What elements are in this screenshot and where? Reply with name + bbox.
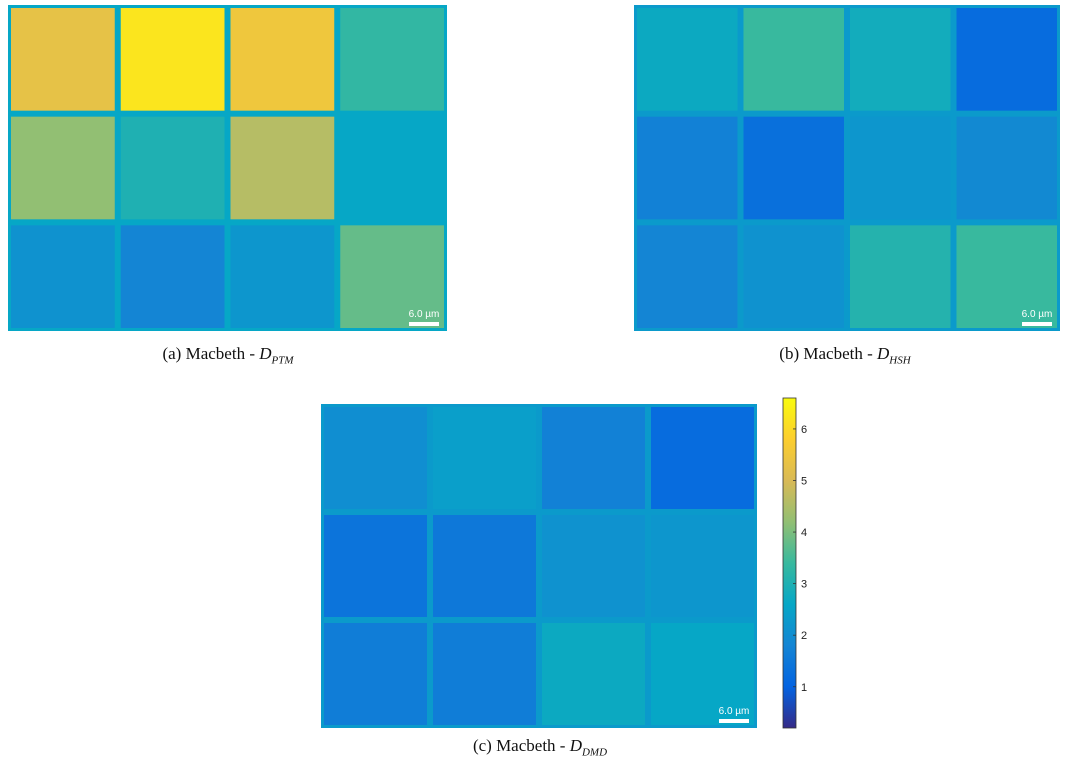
- patch: [542, 515, 645, 617]
- patch: [637, 225, 738, 328]
- patch: [651, 623, 754, 725]
- caption-part: Macbeth -: [185, 344, 255, 363]
- patch: [850, 8, 951, 111]
- patch: [340, 8, 444, 111]
- patch: [433, 623, 536, 725]
- caption-part: D: [569, 736, 582, 755]
- colorbar-tick-label: 3: [801, 579, 807, 591]
- colorbar: [782, 397, 797, 729]
- patch: [230, 116, 335, 220]
- patch: [11, 225, 115, 328]
- patch: [340, 116, 444, 220]
- caption-part: (c): [472, 736, 492, 755]
- patch: [956, 225, 1057, 328]
- scale-bar: [719, 719, 749, 723]
- patch: [230, 225, 335, 328]
- caption-part: HSH: [889, 354, 911, 367]
- patch: [324, 515, 427, 617]
- scale-bar: [409, 322, 439, 326]
- patch: [542, 623, 645, 725]
- caption: (c) Macbeth - DDMD: [473, 736, 607, 758]
- patch: [956, 8, 1057, 111]
- patch: [230, 8, 335, 111]
- patch: [324, 407, 427, 509]
- colorbar-tick-label: 1: [801, 682, 807, 694]
- scale-label: 6.0 µm: [409, 309, 440, 320]
- caption: (b) Macbeth - DHSH: [779, 344, 910, 366]
- patch: [433, 515, 536, 617]
- patch: [11, 116, 115, 220]
- colorbar-tick-label: 4: [801, 527, 807, 539]
- patch: [120, 8, 225, 111]
- patch: [956, 116, 1057, 220]
- caption-part: (a): [162, 344, 182, 363]
- patch: [637, 116, 738, 220]
- scale-bar: [1022, 322, 1052, 326]
- colorbar-tick-label: 5: [801, 476, 807, 488]
- patch: [850, 116, 951, 220]
- caption-part: (b): [779, 344, 800, 363]
- patch: [542, 407, 645, 509]
- patch: [743, 225, 844, 328]
- patch: [743, 8, 844, 111]
- patch: [120, 225, 225, 328]
- caption-part: D: [259, 344, 272, 363]
- patch: [743, 116, 844, 220]
- patch: [850, 225, 951, 328]
- patch: [651, 515, 754, 617]
- colorbar-tick-label: 6: [801, 424, 807, 436]
- scale-label: 6.0 µm: [1022, 309, 1053, 320]
- caption: (a) Macbeth - DPTM: [162, 344, 293, 366]
- patch: [433, 407, 536, 509]
- caption-part: PTM: [271, 354, 294, 367]
- patch: [651, 407, 754, 509]
- patch: [120, 116, 225, 220]
- patch: [340, 225, 444, 328]
- patch: [324, 623, 427, 725]
- scale-label: 6.0 µm: [719, 706, 750, 717]
- caption-part: DMD: [581, 746, 608, 759]
- patch: [637, 8, 738, 111]
- colorbar-tick-label: 2: [801, 630, 807, 642]
- caption-part: D: [877, 344, 890, 363]
- caption-part: Macbeth -: [803, 344, 873, 363]
- patch: [11, 8, 115, 111]
- caption-part: Macbeth -: [496, 736, 566, 755]
